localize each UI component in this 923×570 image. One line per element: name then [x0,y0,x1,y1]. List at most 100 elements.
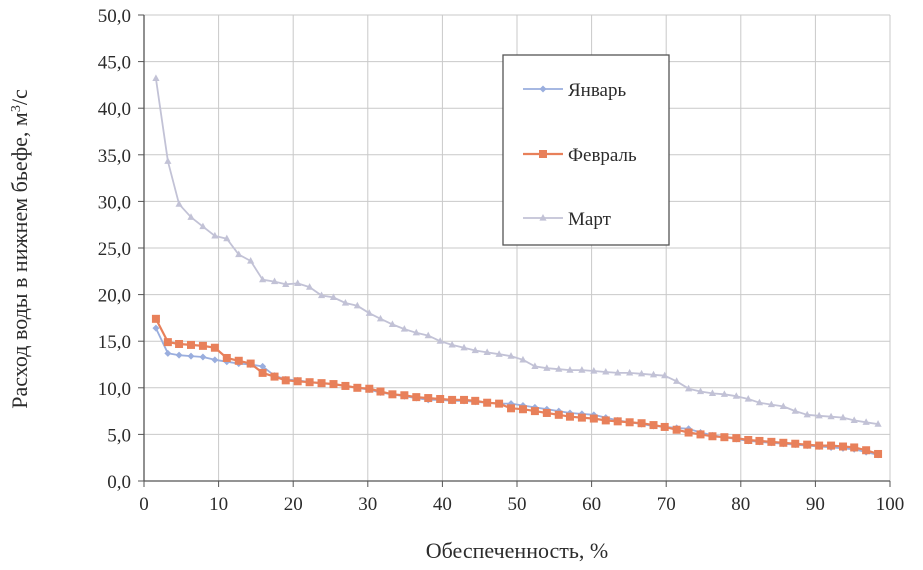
data-point-february [151,314,160,323]
y-tick-label: 0,0 [107,472,131,493]
data-point-february [827,441,836,450]
data-point-march [152,74,160,81]
data-point-february [400,391,409,400]
data-point-february [222,353,231,362]
data-point-march [815,411,823,419]
data-point-february [329,380,338,389]
data-point-march [767,400,775,408]
y-tick-label: 5,0 [107,425,131,446]
data-point-february [601,416,610,425]
legend-label-march: Март [568,209,612,230]
x-tick-label: 70 [657,494,676,515]
data-point-march [519,355,527,363]
data-point-march [673,377,681,384]
data-point-march [259,275,267,283]
data-point-march [543,364,551,371]
y-axis-title-main: Расход воды в нижнем бьефе, м [7,112,32,409]
data-point-march [495,350,503,357]
data-point-february [163,338,172,347]
data-point-february [365,384,374,393]
data-point-march [626,368,634,376]
data-point-february [281,376,290,385]
data-point-february [530,407,539,416]
data-point-march [791,407,799,414]
data-point-march [306,283,314,290]
data-point-march [448,340,456,348]
legend: Январь Февраль Март [502,54,670,246]
y-tick-label: 20,0 [98,286,131,307]
data-point-february [198,341,207,350]
data-point-january [259,362,267,370]
series-march [152,74,882,427]
x-tick-label: 60 [582,494,601,515]
data-point-february [507,404,516,413]
data-point-march [649,370,658,378]
data-point-march [388,320,397,328]
data-point-february [589,414,598,423]
data-point-march [282,280,290,287]
data-point-february [175,339,184,348]
data-point-february [839,442,848,451]
data-point-march [755,398,764,406]
data-point-march [235,250,243,258]
data-point-march [744,394,752,402]
data-point-january [187,352,195,360]
data-point-march [187,213,195,220]
x-axis-title: Обеспеченность, % [426,538,609,563]
data-point-march [850,416,858,424]
data-point-march [566,366,574,373]
data-point-february [708,432,717,441]
data-point-february [471,396,480,405]
data-point-january [152,324,160,332]
data-point-february [577,413,586,422]
data-point-march [696,387,705,395]
data-point-march [684,384,693,392]
legend-swatch-marker [539,85,547,93]
data-point-march [436,337,444,344]
legend-item-march: Март [523,209,612,230]
series-layer [151,74,883,459]
data-point-february [186,340,195,349]
data-point-march [317,291,326,299]
data-point-march [329,293,338,300]
data-point-january [175,351,183,359]
x-tick-label: 50 [508,494,527,515]
data-point-february [874,449,883,458]
data-point-march [460,343,468,351]
y-tick-label: 25,0 [98,239,131,260]
data-point-march [602,367,610,375]
data-point-march [247,257,255,264]
data-point-february [565,412,574,421]
data-point-march [507,352,515,359]
x-tick-label: 100 [876,494,905,515]
data-point-january [164,349,172,357]
y-tick-label: 30,0 [98,192,131,213]
legend-item-february: Февраль [523,145,637,166]
data-point-february [270,372,279,381]
data-point-march [708,389,717,396]
data-point-february [732,434,741,443]
x-tick-label: 30 [358,494,377,515]
data-point-february [341,381,350,390]
data-point-february [684,428,693,437]
data-point-march [376,314,385,322]
data-point-february [815,441,824,450]
y-tick-label: 15,0 [98,332,131,353]
legend-swatch-marker [539,150,547,158]
data-point-february [424,394,433,403]
data-point-march [661,371,669,379]
data-point-february [436,394,445,403]
data-point-march [839,413,847,421]
y-axis-title-suffix: /с [7,89,32,105]
data-point-february [305,378,314,387]
y-tick-label: 35,0 [98,146,131,167]
data-point-march [353,301,361,309]
data-point-march [471,346,479,354]
data-point-march [412,328,420,336]
y-tick-label: 45,0 [98,53,131,74]
data-point-february [246,359,255,368]
x-tick-label: 10 [209,494,228,515]
y-tick-label: 10,0 [98,379,131,400]
legend-label-february: Февраль [568,145,637,166]
